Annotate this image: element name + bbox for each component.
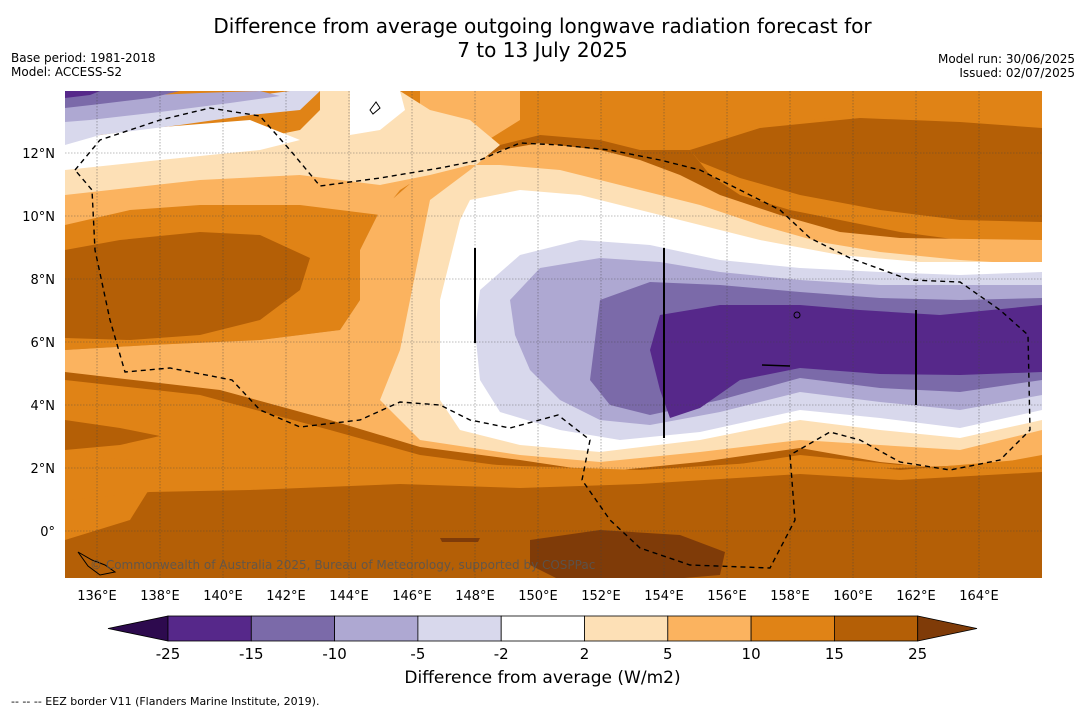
base-period: Base period: 1981-2018 [11,51,156,65]
colorbar-swatch [167,615,252,642]
lon-label: 146°E [392,589,432,604]
gridlines [65,91,1042,578]
island-mortlocks [761,364,791,367]
issued-date: Issued: 02/07/2025 [959,66,1075,80]
lat-label: 4°N [31,399,56,414]
lon-label: 154°E [644,589,684,604]
colorbar-title: Difference from average (W/m2) [404,668,681,688]
longitude-labels: 136°E 138°E 140°E 142°E 144°E 146°E 148°E 150°E… [77,589,999,604]
meta-left: Base period: 1981-2018 Model: ACCESS-S2 [11,51,156,79]
colorbar-swatch [584,615,669,642]
field-deep-purple [65,91,1042,418]
field-orange-band-south [65,455,1042,500]
colorbar-tick-label: -10 [322,645,347,663]
colorbar-labels: -25 -15 -10 -5 -2 2 5 10 15 25 [156,645,927,663]
lat-label: 0° [40,525,55,540]
model-name: Model: ACCESS-S2 [11,65,123,79]
lon-label: 156°E [707,589,747,604]
colorbar-tick-label: 25 [908,645,927,663]
island-guam [369,101,381,115]
anomaly-field [65,91,1042,578]
field-dark-brown-south [65,462,1042,578]
model-run: Model run: 30/06/2025 [937,52,1075,66]
colorbar-tick-label: -15 [239,645,264,663]
lon-label: 162°E [896,589,936,604]
lat-label: 10°N [22,210,55,225]
colorbar-tick-label: 10 [742,645,761,663]
field-deepest-brown-2 [440,538,480,542]
colorbar-tick-label: 5 [663,645,673,663]
lat-label: 12°N [22,147,55,162]
colorbar-tick-label: -5 [410,645,425,663]
lon-label: 136°E [77,589,117,604]
colorbar-swatch [250,615,336,642]
eez-border [74,107,1031,569]
lon-label: 158°E [770,589,810,604]
colorbar-swatch [417,615,502,642]
colorbar-over [917,615,978,642]
eez-footnote: -- -- -- EEZ border V11 (Flanders Marine… [11,695,320,708]
lat-label: 6°N [31,336,56,351]
field-dark-brown [65,118,1042,450]
colorbar-swatch [500,615,585,642]
copyright-notice: © Commonwealth of Australia 2025, Bureau… [90,558,596,572]
colorbar-tick-label: -2 [494,645,509,663]
field-lavender [65,91,1042,578]
meta-right: Model run: 30/06/2025 Issued: 02/07/2025 [938,52,1075,80]
colorbar-swatch [334,615,419,642]
island-pohnpei [793,311,801,319]
latitude-labels: 12°N 10°N 8°N 6°N 4°N 2°N 0° [22,147,55,540]
lon-label: 142°E [266,589,306,604]
lat-label: 8°N [31,273,56,288]
colorbar-tick-label: -25 [156,645,181,663]
field-orange [65,91,1042,578]
colorbar-tick-label: 2 [580,645,590,663]
lon-label: 152°E [581,589,621,604]
lon-label: 150°E [518,589,558,604]
colorbar-swatch [834,615,919,642]
lon-label: 138°E [140,589,180,604]
colorbar-under [107,615,169,642]
colorbar-swatch [750,615,835,642]
title-line-2: 7 to 13 July 2025 [457,38,628,62]
lon-label: 148°E [455,589,495,604]
colorbar [107,615,978,642]
title-line-1: Difference from average outgoing longwav… [213,14,872,38]
map-title: Difference from average outgoing longwav… [0,14,1085,62]
field-deepest-brown [530,530,725,578]
colorbar-tick-label: 15 [825,645,844,663]
island-png [77,551,117,576]
lon-label: 144°E [329,589,369,604]
lat-label: 2°N [31,462,56,477]
lon-label: 140°E [203,589,243,604]
lon-label: 164°E [959,589,999,604]
lon-label: 160°E [833,589,873,604]
colorbar-swatch [667,615,752,642]
